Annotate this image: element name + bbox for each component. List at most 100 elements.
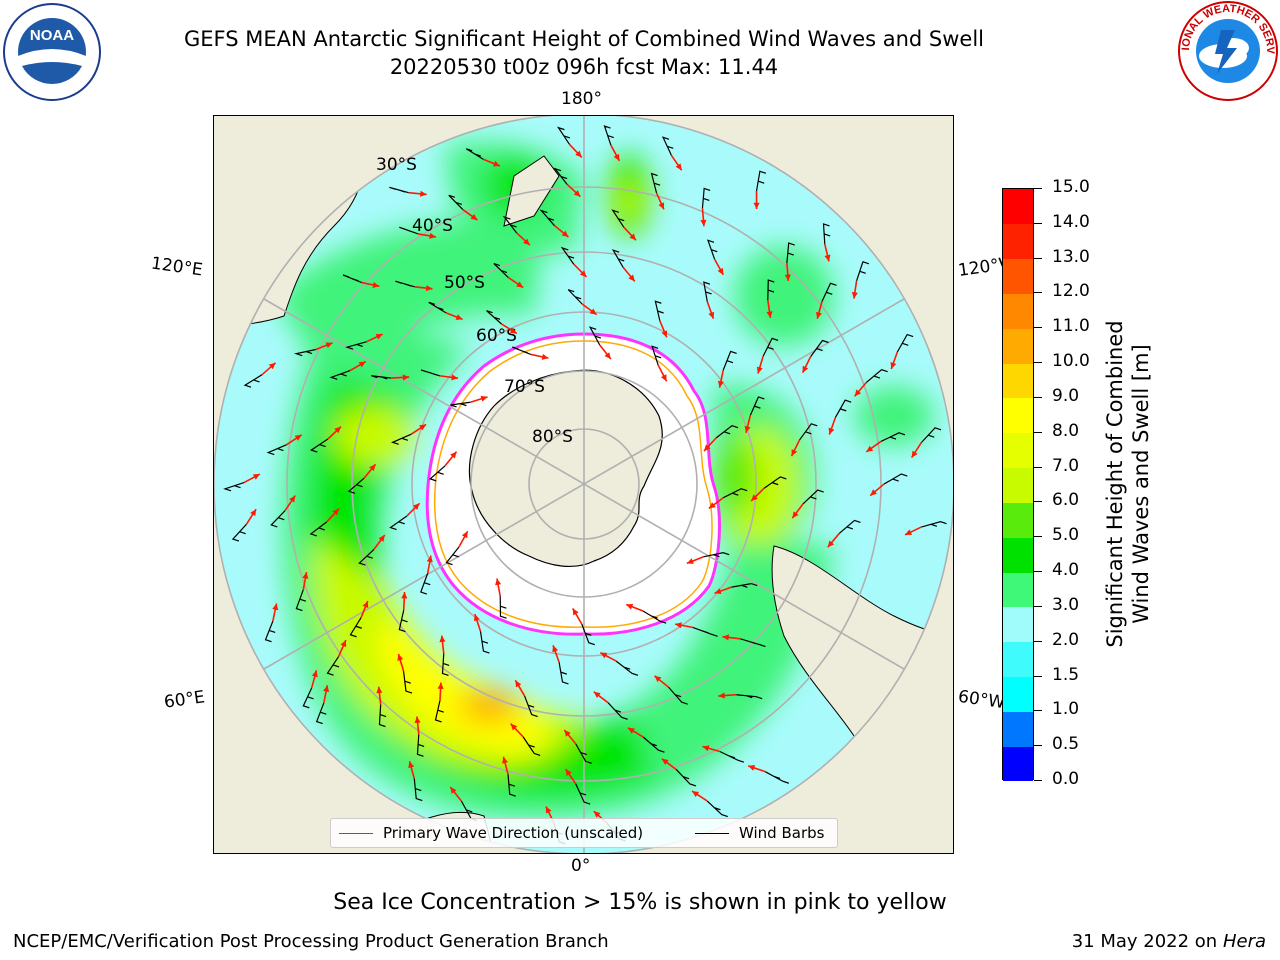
arrow-head-icon — [593, 811, 601, 818]
wind-barb — [345, 341, 367, 350]
arrow-head-icon — [686, 558, 694, 564]
wind-barb — [223, 481, 245, 492]
wind-barb — [822, 223, 831, 244]
credit-text: NCEP/EMC/Verification Post Processing Pr… — [13, 931, 609, 952]
host-name: Hera — [1222, 931, 1266, 952]
arrow-head-icon — [702, 745, 710, 752]
colorbar-segment — [1003, 363, 1033, 399]
colorbar-tick — [1034, 466, 1042, 468]
colorbar-tick — [1034, 675, 1042, 677]
wind-barb — [349, 617, 362, 638]
wind-barb — [883, 473, 908, 485]
arrow-head-icon — [375, 334, 383, 340]
latitude-labels: 30°S 40°S 50°S 60°S 70°S 80°S — [376, 155, 573, 447]
red-line-icon — [339, 832, 373, 834]
wind-barb — [420, 573, 431, 595]
colorbar-segment — [1003, 711, 1033, 747]
wind-barb — [264, 620, 276, 643]
arrow-head-icon — [552, 645, 559, 653]
wind-barb — [715, 425, 739, 439]
lat-label: 30°S — [376, 155, 417, 175]
lat-label: 80°S — [532, 427, 573, 447]
arrow-head-icon — [272, 603, 279, 611]
arrow-head-icon — [334, 426, 341, 434]
colorbar-tick — [1034, 327, 1042, 329]
wind-barb — [719, 750, 745, 763]
arrow-head-icon — [722, 634, 730, 641]
wind-barb — [295, 589, 307, 612]
wind-barb — [390, 433, 412, 445]
arrow-head-icon — [717, 267, 724, 275]
wind-barb — [499, 596, 507, 619]
wind-barb — [420, 369, 441, 377]
colorbar-tick — [1034, 571, 1042, 573]
wind-barb — [921, 521, 947, 528]
arrow-head-icon — [700, 219, 707, 227]
arrow-head-icon — [675, 622, 682, 629]
wind-barb — [493, 262, 509, 278]
wind-barb — [755, 170, 767, 192]
arrow-head-icon — [495, 578, 502, 586]
wind-barb — [507, 774, 516, 797]
legend-label: Wind Barbs — [739, 824, 825, 842]
arrow-head-icon — [509, 327, 517, 334]
arrow-head-icon — [414, 716, 421, 724]
wind-barb — [703, 552, 730, 558]
wind-barb — [799, 423, 818, 441]
arrow-head-icon — [325, 342, 333, 348]
colorbar-tick-label: 2.0 — [1052, 629, 1080, 650]
colorbar-segment — [1003, 606, 1033, 643]
wind-barb — [309, 438, 329, 453]
arrow-head-icon — [600, 652, 608, 659]
wind-barb — [434, 700, 444, 723]
wind-barb — [243, 374, 263, 388]
arrow-head-icon — [332, 508, 340, 516]
colorbar-tick — [1034, 745, 1042, 747]
arrow-head-icon — [376, 686, 383, 694]
colorbar-tick — [1034, 710, 1042, 712]
colorbar-segment — [1003, 641, 1033, 678]
nws-logo: NATIONAL WEATHER SERVICE — [1177, 0, 1278, 101]
arrow-head-icon — [311, 670, 318, 678]
colorbar-tick-label: 8.0 — [1052, 420, 1080, 441]
colorbar-tick — [1034, 501, 1042, 503]
arrow-head-icon — [629, 233, 636, 241]
wind-barb — [723, 488, 748, 499]
wind-barb — [309, 521, 328, 537]
arrow-head-icon — [412, 503, 420, 510]
wind-barb — [347, 477, 365, 494]
arrow-head-icon — [565, 769, 572, 776]
arrow-head-icon — [827, 540, 835, 548]
arrow-head-icon — [658, 202, 665, 210]
colorbar-tick-label: 1.0 — [1052, 699, 1080, 720]
colorbar-tick-label: 15.0 — [1052, 177, 1090, 197]
colorbar-tick-label: 4.0 — [1052, 560, 1080, 581]
colorbar-tick-label: 14.0 — [1052, 211, 1090, 232]
arrow-head-icon — [756, 366, 763, 374]
wind-barb — [763, 476, 787, 489]
arrow-head-icon — [753, 202, 760, 210]
wind-barb — [731, 582, 758, 588]
lon-label-right-lower: 60°W — [956, 686, 1007, 714]
wind-barb — [522, 736, 541, 756]
arrow-head-icon — [480, 395, 488, 402]
arrow-head-icon — [911, 450, 918, 458]
wind-barb — [611, 209, 625, 228]
arrow-head-icon — [426, 555, 433, 563]
lat-label: 40°S — [412, 216, 453, 236]
arrow-head-icon — [429, 232, 436, 239]
arrow-head-icon — [890, 362, 897, 369]
graticule — [214, 116, 953, 853]
date-label: 31 May 2022 on — [1071, 931, 1218, 952]
black-line-icon — [695, 832, 729, 834]
arrow-head-icon — [905, 529, 913, 535]
arrow-head-icon — [851, 291, 858, 299]
wind-barb — [736, 694, 763, 700]
wind-barb — [575, 783, 591, 805]
wind-barb — [880, 432, 906, 442]
lat-label: 50°S — [444, 273, 485, 293]
arrow-head-icon — [802, 365, 809, 373]
wind-barb — [358, 548, 375, 566]
wind-barb — [642, 610, 667, 624]
wind-barb — [802, 489, 824, 505]
